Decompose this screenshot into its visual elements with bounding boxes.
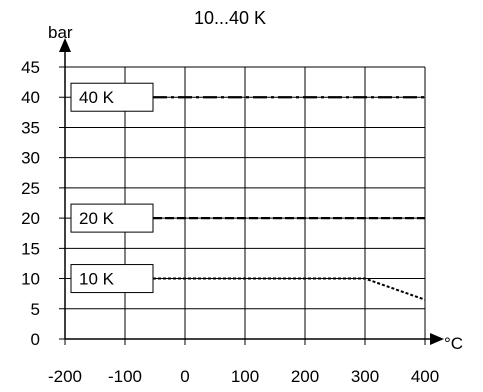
chart-title: 10...40 K	[194, 8, 266, 28]
x-tick-label: 300	[351, 367, 379, 386]
x-axis-unit-label: °C	[444, 334, 463, 353]
y-tick-label: 5	[31, 300, 40, 319]
series-line	[153, 277, 426, 301]
y-axis-arrow	[59, 38, 71, 52]
y-tick-label: 25	[21, 179, 40, 198]
axes	[59, 38, 444, 345]
x-tick-label: -100	[108, 367, 142, 386]
x-tick-label: 0	[180, 367, 189, 386]
y-tick-label: 0	[31, 330, 40, 349]
y-tick-label: 30	[21, 149, 40, 168]
y-tick-label: 10	[21, 270, 40, 289]
x-tick-label: -200	[48, 367, 82, 386]
x-tick-label: 200	[291, 367, 319, 386]
x-tick-label: 400	[411, 367, 439, 386]
y-tick-label: 45	[21, 58, 40, 77]
y-tick-label: 20	[21, 209, 40, 228]
series-label-box	[70, 82, 154, 112]
series-labels: 40 K 20 K 10 K	[70, 82, 154, 294]
series-label-box	[70, 264, 154, 294]
series-lines	[153, 96, 426, 301]
y-axis-unit-label: bar	[48, 23, 73, 42]
y-tick-label: 15	[21, 239, 40, 258]
x-tick-label: 100	[231, 367, 259, 386]
y-tick-label: 35	[21, 118, 40, 137]
series-label-text: 40 K	[79, 88, 115, 107]
x-axis-arrow	[430, 333, 444, 345]
tick-labels: -200 -100 0 100 200 300 400 0 5 10 15 20 25 30 35 40 45	[21, 58, 439, 386]
series-label-text: 20 K	[79, 209, 115, 228]
series-label-text: 10 K	[79, 270, 115, 289]
series-label-box	[70, 203, 154, 233]
y-tick-label: 40	[21, 88, 40, 107]
